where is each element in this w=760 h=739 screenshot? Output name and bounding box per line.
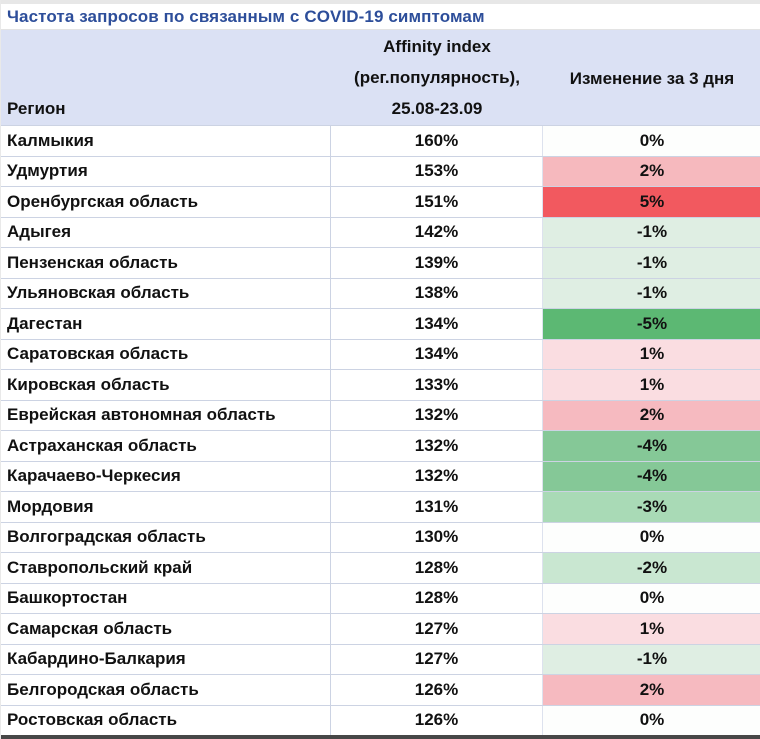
table-row: Ставропольский край 128% -2% [1, 552, 760, 583]
table-row: Оренбургская область 151% 5% [1, 186, 760, 217]
table-row: Пензенская область 139% -1% [1, 247, 760, 278]
affinity-cell: 139% [331, 248, 543, 278]
affinity-cell: 138% [331, 278, 543, 308]
region-cell: Саратовская область [1, 339, 331, 369]
change-cell: 2% [543, 675, 760, 705]
change-cell: -1% [543, 248, 760, 278]
affinity-cell: 134% [331, 309, 543, 339]
column-header-affinity: Affinity index (рег.популярность), 25.08… [331, 30, 543, 125]
table-row: Карачаево-Черкесия 132% -4% [1, 460, 760, 491]
region-cell: Белгородская область [1, 675, 331, 705]
change-cell: 0% [543, 583, 760, 613]
region-cell: Кабардино-Балкария [1, 644, 331, 674]
region-cell: Башкортостан [1, 583, 331, 613]
region-cell: Самарская область [1, 614, 331, 644]
affinity-cell: 153% [331, 156, 543, 186]
affinity-cell: 126% [331, 705, 543, 735]
region-cell: Дагестан [1, 309, 331, 339]
table-row: Саратовская область 134% 1% [1, 338, 760, 369]
affinity-cell: 128% [331, 583, 543, 613]
affinity-cell: 128% [331, 553, 543, 583]
region-cell: Кировская область [1, 370, 331, 400]
affinity-cell: 142% [331, 217, 543, 247]
change-cell: 0% [543, 522, 760, 552]
change-cell: -2% [543, 553, 760, 583]
change-cell: 2% [543, 400, 760, 430]
affinity-cell: 131% [331, 492, 543, 522]
column-header-region: Регион [7, 99, 66, 118]
affinity-header-line1: Affinity index [383, 37, 491, 56]
page-title-bar: Частота запросов по связанным с COVID-19… [1, 0, 760, 30]
table-row: Кабардино-Балкария 127% -1% [1, 643, 760, 674]
table-row: Астраханская область 132% -4% [1, 430, 760, 461]
change-cell: -1% [543, 278, 760, 308]
table-row: Мордовия 131% -3% [1, 491, 760, 522]
region-cell: Ростовская область [1, 705, 331, 735]
table-header: Регион Affinity index (рег.популярность)… [1, 30, 760, 125]
table-row: Удмуртия 153% 2% [1, 155, 760, 186]
change-cell: -3% [543, 492, 760, 522]
change-cell: 5% [543, 187, 760, 217]
change-cell: -4% [543, 461, 760, 491]
affinity-cell: 132% [331, 431, 543, 461]
change-cell: 1% [543, 614, 760, 644]
change-cell: -1% [543, 217, 760, 247]
change-cell: 1% [543, 370, 760, 400]
affinity-cell: 126% [331, 675, 543, 705]
region-cell: Мордовия [1, 492, 331, 522]
affinity-cell: 127% [331, 644, 543, 674]
affinity-cell: 127% [331, 614, 543, 644]
region-cell: Астраханская область [1, 431, 331, 461]
change-cell: -1% [543, 644, 760, 674]
region-cell: Адыгея [1, 217, 331, 247]
affinity-cell: 151% [331, 187, 543, 217]
region-cell: Еврейская автономная область [1, 400, 331, 430]
affinity-header-line2: (рег.популярность), [354, 68, 520, 87]
table-row: Волгоградская область 130% 0% [1, 521, 760, 552]
region-cell: Пензенская область [1, 248, 331, 278]
table-row: Дагестан 134% -5% [1, 308, 760, 339]
table-row: Адыгея 142% -1% [1, 216, 760, 247]
affinity-cell: 132% [331, 461, 543, 491]
affinity-cell: 133% [331, 370, 543, 400]
region-cell: Калмыкия [1, 126, 331, 156]
table-body: Калмыкия 160% 0% Удмуртия 153% 2% Оренбу… [1, 125, 760, 735]
table-row: Калмыкия 160% 0% [1, 125, 760, 156]
table-row: Самарская область 127% 1% [1, 613, 760, 644]
table-row: Ульяновская область 138% -1% [1, 277, 760, 308]
affinity-cell: 130% [331, 522, 543, 552]
affinity-cell: 132% [331, 400, 543, 430]
region-cell: Оренбургская область [1, 187, 331, 217]
change-cell: 0% [543, 705, 760, 735]
change-cell: -5% [543, 309, 760, 339]
region-cell: Ульяновская область [1, 278, 331, 308]
change-cell: 2% [543, 156, 760, 186]
affinity-cell: 134% [331, 339, 543, 369]
table-row: Белгородская область 126% 2% [1, 674, 760, 705]
region-cell: Удмуртия [1, 156, 331, 186]
change-cell: 1% [543, 339, 760, 369]
table-row: Башкортостан 128% 0% [1, 582, 760, 613]
change-cell: 0% [543, 126, 760, 156]
change-cell: -4% [543, 431, 760, 461]
column-header-change: Изменение за 3 дня [569, 69, 735, 88]
table-row: Ростовская область 126% 0% [1, 704, 760, 735]
table-row: Кировская область 133% 1% [1, 369, 760, 400]
table-row: Еврейская автономная область 132% 2% [1, 399, 760, 430]
affinity-cell: 160% [331, 126, 543, 156]
affinity-header-line3: 25.08-23.09 [391, 99, 483, 118]
region-cell: Ставропольский край [1, 553, 331, 583]
page-title: Частота запросов по связанным с COVID-19… [7, 6, 485, 26]
region-cell: Карачаево-Черкесия [1, 461, 331, 491]
bottom-edge-strip [1, 735, 760, 739]
region-cell: Волгоградская область [1, 522, 331, 552]
